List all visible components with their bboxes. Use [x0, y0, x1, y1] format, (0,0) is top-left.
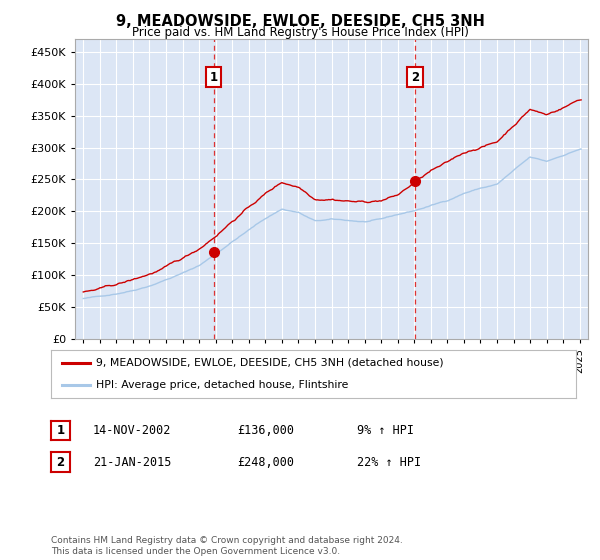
Text: HPI: Average price, detached house, Flintshire: HPI: Average price, detached house, Flin… — [95, 380, 348, 390]
Text: 2: 2 — [56, 455, 65, 469]
Text: 14-NOV-2002: 14-NOV-2002 — [93, 423, 172, 437]
Text: 1: 1 — [56, 423, 65, 437]
Text: £136,000: £136,000 — [237, 423, 294, 437]
Text: 1: 1 — [209, 71, 218, 84]
Text: 9, MEADOWSIDE, EWLOE, DEESIDE, CH5 3NH: 9, MEADOWSIDE, EWLOE, DEESIDE, CH5 3NH — [116, 14, 484, 29]
Text: 2: 2 — [411, 71, 419, 84]
Text: £248,000: £248,000 — [237, 455, 294, 469]
Text: Contains HM Land Registry data © Crown copyright and database right 2024.
This d: Contains HM Land Registry data © Crown c… — [51, 536, 403, 556]
Text: 9% ↑ HPI: 9% ↑ HPI — [357, 423, 414, 437]
Text: 21-JAN-2015: 21-JAN-2015 — [93, 455, 172, 469]
Text: 22% ↑ HPI: 22% ↑ HPI — [357, 455, 421, 469]
Text: Price paid vs. HM Land Registry's House Price Index (HPI): Price paid vs. HM Land Registry's House … — [131, 26, 469, 39]
Text: 9, MEADOWSIDE, EWLOE, DEESIDE, CH5 3NH (detached house): 9, MEADOWSIDE, EWLOE, DEESIDE, CH5 3NH (… — [95, 358, 443, 368]
